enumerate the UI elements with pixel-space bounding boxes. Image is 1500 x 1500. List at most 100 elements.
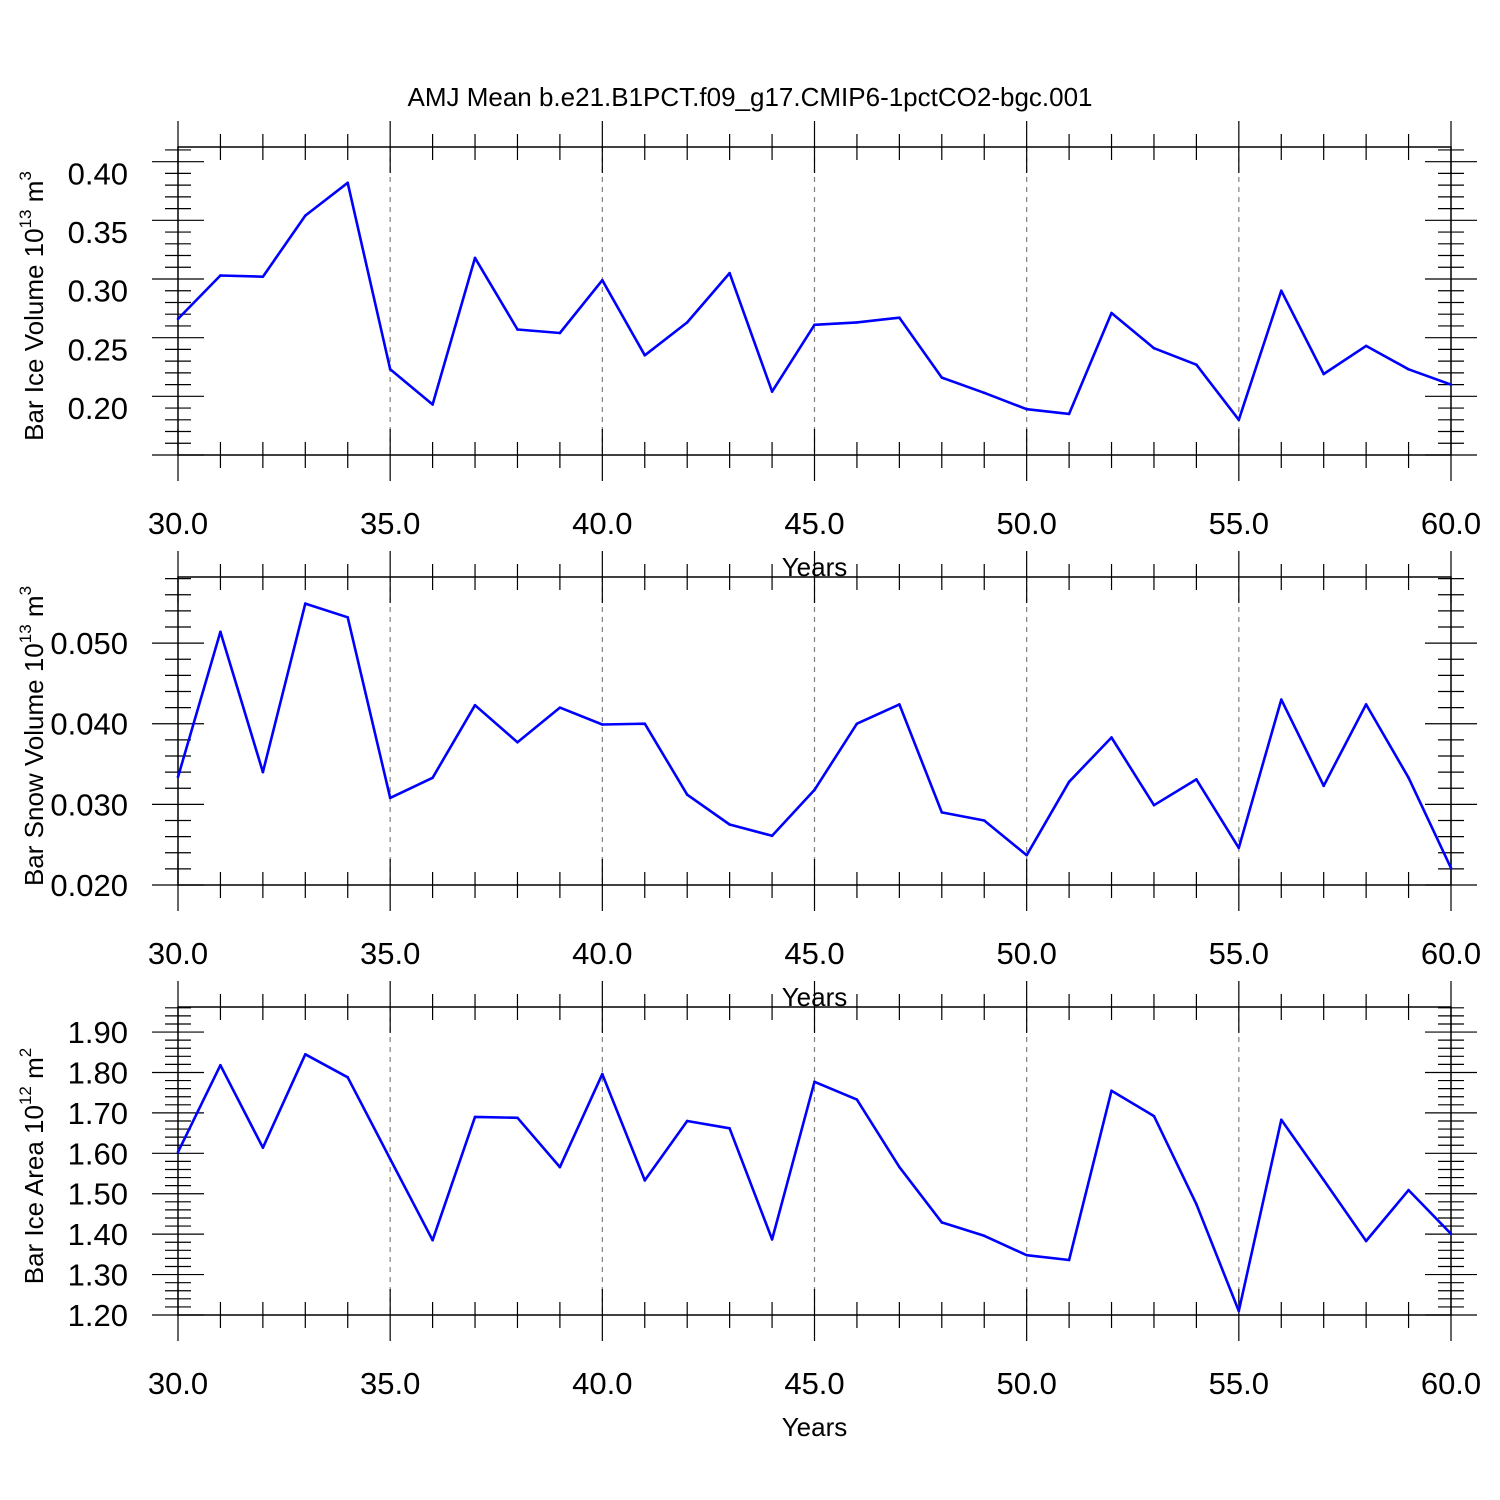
data-point (728, 823, 731, 826)
data-point (1279, 1118, 1283, 1122)
x-tick-label: 45.0 (784, 506, 844, 541)
data-point (558, 1165, 562, 1169)
data-point (601, 1072, 604, 1076)
series-line (176, 1053, 1452, 1313)
y-tick-label: 0.040 (50, 707, 128, 742)
y-tick-label: 0.020 (50, 868, 128, 903)
data-point (219, 1063, 222, 1067)
x-tick-label: 60.0 (1421, 506, 1481, 541)
data-point (643, 722, 647, 726)
data-point (770, 390, 774, 393)
x-tick-label: 40.0 (572, 936, 632, 971)
x-tick-label: 30.0 (148, 506, 208, 541)
x-tick-label: 55.0 (1209, 506, 1269, 541)
data-point (1110, 1089, 1113, 1092)
y-tick-label: 0.25 (68, 332, 128, 367)
data-point (813, 1080, 816, 1084)
data-point (1152, 803, 1156, 807)
panel-1: 0.20 0.25 0.30 0.35 0.40 30.0 35.0 40.0 45.0 50.0… (16, 121, 1481, 582)
x-tick-label: 60.0 (1421, 936, 1481, 971)
data-point (1322, 372, 1325, 376)
y-tick-label: 0.30 (68, 274, 128, 309)
x-tick-label: 55.0 (1209, 1366, 1269, 1401)
y-tick-label: 1.70 (68, 1096, 128, 1131)
data-point (1364, 1239, 1368, 1243)
data-point (1449, 1232, 1453, 1236)
figure-title: AMJ Mean b.e21.B1PCT.f09_g17.CMIP6-1pctC… (407, 82, 1093, 112)
x-axis-label: Years (782, 1412, 848, 1442)
data-point (855, 722, 859, 726)
data-point (685, 793, 689, 796)
data-point (304, 1052, 307, 1056)
x-tick-label: 40.0 (572, 506, 632, 541)
data-point (431, 1238, 434, 1242)
data-point (1067, 780, 1071, 784)
data-point (261, 1146, 265, 1149)
data-point (1195, 363, 1198, 366)
y-tick-label: 1.30 (68, 1258, 128, 1293)
data-point (1025, 1253, 1028, 1257)
data-point (219, 630, 222, 634)
y-tick-label: 1.50 (68, 1177, 128, 1212)
data-point (176, 1150, 180, 1154)
x-tick-label: 50.0 (996, 936, 1056, 971)
y-tick-label: 1.80 (68, 1055, 128, 1090)
data-point (982, 1234, 986, 1238)
data-point (473, 256, 477, 260)
y-axis-label: Bar Snow Volume 1013 m3 (16, 586, 49, 886)
data-point (1025, 407, 1028, 411)
data-point (940, 1221, 944, 1224)
x-tick-label: 40.0 (572, 1366, 632, 1401)
data-point (1407, 776, 1410, 780)
data-point (219, 274, 222, 277)
data-point (728, 271, 731, 275)
x-tick-label: 60.0 (1421, 1366, 1481, 1401)
data-point (346, 181, 350, 185)
data-point (855, 321, 859, 324)
y-tick-label: 0.050 (50, 626, 128, 661)
data-point (601, 278, 604, 282)
data-point (473, 703, 477, 707)
data-point (261, 770, 265, 774)
y-tick-label: 1.20 (68, 1298, 128, 1333)
data-point (304, 214, 307, 217)
data-point (1067, 412, 1071, 416)
y-tick-label: 0.40 (68, 156, 128, 191)
data-point (261, 275, 265, 278)
data-point (516, 328, 519, 331)
data-point (940, 376, 944, 379)
data-point (1279, 289, 1283, 293)
data-point (1067, 1258, 1071, 1262)
data-point (940, 811, 944, 814)
data-point (1279, 698, 1283, 701)
data-point (982, 391, 986, 395)
data-point (1237, 418, 1241, 422)
data-point (1195, 778, 1198, 781)
data-point (855, 1098, 859, 1101)
data-point (1152, 1114, 1156, 1118)
data-point (1237, 846, 1241, 850)
data-point (770, 1238, 774, 1241)
y-tick-label: 1.90 (68, 1015, 128, 1050)
data-point (685, 321, 689, 324)
data-point (898, 703, 901, 706)
data-point (1322, 1178, 1325, 1182)
y-tick-label: 1.40 (68, 1217, 128, 1252)
data-point (728, 1126, 731, 1130)
data-point (898, 316, 901, 320)
data-point (388, 796, 392, 800)
x-tick-label: 45.0 (784, 936, 844, 971)
data-point (431, 776, 434, 780)
y-tick-label: 0.030 (50, 787, 128, 822)
x-tick-label: 50.0 (996, 1366, 1056, 1401)
data-point (601, 723, 604, 726)
data-point (685, 1119, 689, 1123)
x-tick-label: 30.0 (148, 936, 208, 971)
x-tick-label: 35.0 (360, 936, 420, 971)
x-tick-label: 50.0 (996, 506, 1056, 541)
x-tick-label: 30.0 (148, 1366, 208, 1401)
panel-2: 0.020 0.030 0.040 0.050 30.0 35.0 40.0 45.0 50.0… (16, 551, 1481, 1012)
data-point (898, 1165, 901, 1169)
data-point (176, 775, 180, 779)
